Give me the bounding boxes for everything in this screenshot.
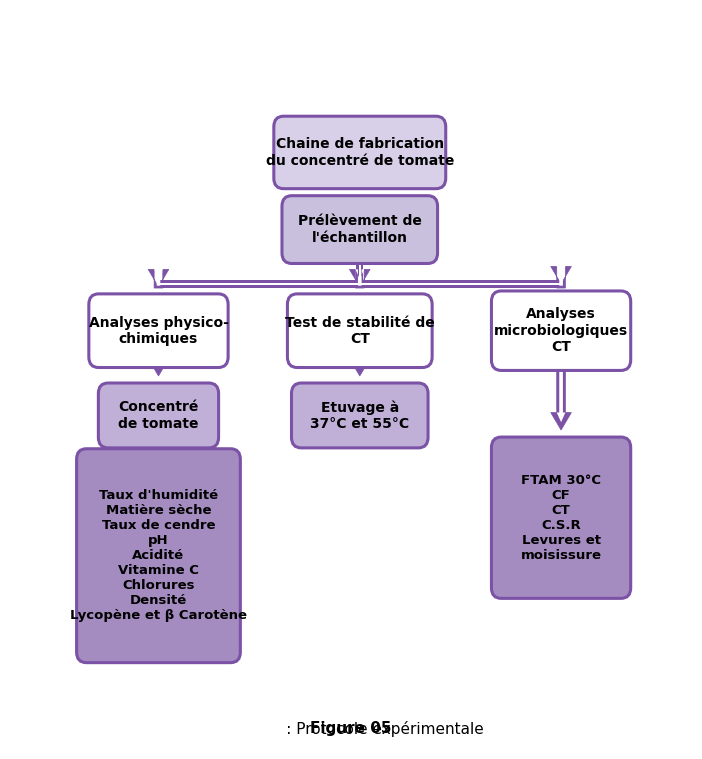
Text: : Protocole expérimentale: : Protocole expérimentale bbox=[218, 720, 484, 737]
Polygon shape bbox=[154, 424, 163, 435]
Polygon shape bbox=[557, 357, 565, 422]
Polygon shape bbox=[355, 354, 364, 368]
FancyBboxPatch shape bbox=[291, 383, 428, 448]
Text: Figure 05: Figure 05 bbox=[310, 721, 392, 736]
FancyBboxPatch shape bbox=[491, 437, 630, 598]
Polygon shape bbox=[355, 269, 364, 285]
Polygon shape bbox=[148, 424, 168, 442]
FancyBboxPatch shape bbox=[89, 294, 228, 367]
Text: Etuvage à
37°C et 55°C: Etuvage à 37°C et 55°C bbox=[310, 400, 409, 431]
Polygon shape bbox=[148, 357, 168, 376]
FancyBboxPatch shape bbox=[77, 449, 240, 663]
Polygon shape bbox=[154, 269, 163, 285]
Polygon shape bbox=[557, 266, 565, 285]
Text: Analyses physico-
chimiques: Analyses physico- chimiques bbox=[88, 316, 228, 346]
Text: Analyses
microbiologiques
CT: Analyses microbiologiques CT bbox=[494, 307, 628, 354]
FancyBboxPatch shape bbox=[159, 280, 561, 288]
Text: Test de stabilité de
CT: Test de stabilité de CT bbox=[285, 316, 435, 346]
FancyBboxPatch shape bbox=[356, 253, 364, 284]
Polygon shape bbox=[154, 354, 163, 368]
Text: Concentré
de tomate: Concentré de tomate bbox=[118, 400, 199, 430]
FancyBboxPatch shape bbox=[98, 383, 218, 448]
Polygon shape bbox=[551, 360, 571, 430]
FancyBboxPatch shape bbox=[282, 196, 437, 263]
Polygon shape bbox=[551, 266, 571, 288]
Polygon shape bbox=[350, 269, 370, 288]
Polygon shape bbox=[355, 171, 364, 181]
FancyBboxPatch shape bbox=[359, 253, 361, 284]
Text: FTAM 30°C
CF
CT
C.S.R
Levures et
moisissure: FTAM 30°C CF CT C.S.R Levures et moisiss… bbox=[521, 474, 602, 562]
Polygon shape bbox=[350, 171, 370, 189]
FancyBboxPatch shape bbox=[159, 283, 561, 285]
FancyBboxPatch shape bbox=[491, 291, 630, 370]
Polygon shape bbox=[148, 269, 168, 288]
FancyBboxPatch shape bbox=[287, 294, 432, 367]
Text: Prélèvement de
l'échantillon: Prélèvement de l'échantillon bbox=[298, 215, 422, 244]
Text: Chaine de fabrication
du concentré de tomate: Chaine de fabrication du concentré de to… bbox=[265, 137, 454, 168]
Text: Taux d'humidité
Matière sèche
Taux de cendre
pH
Acidité
Vitamine C
Chlorures
Den: Taux d'humidité Matière sèche Taux de ce… bbox=[70, 490, 247, 622]
FancyBboxPatch shape bbox=[274, 116, 446, 189]
Polygon shape bbox=[350, 357, 370, 376]
